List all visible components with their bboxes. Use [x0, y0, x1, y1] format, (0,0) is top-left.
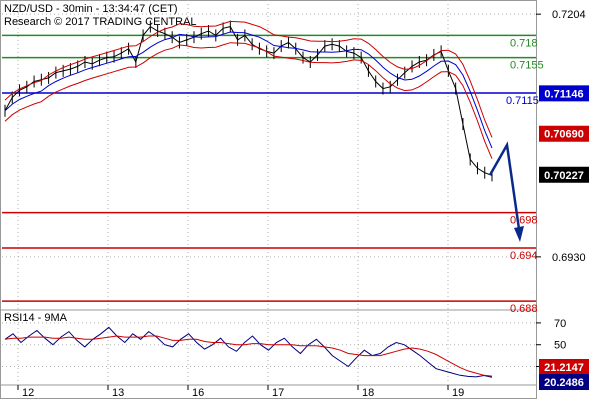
- rsi-title: RSI14 - 9MA: [4, 312, 68, 324]
- x-tick-label: 16: [192, 387, 204, 399]
- price-moving-average: [4, 31, 493, 149]
- rsi-line: [4, 326, 493, 378]
- level-label-support: 0.694: [510, 250, 538, 262]
- x-tick-label: 12: [22, 387, 34, 399]
- chart-copyright: Research © 2017 TRADING CENTRAL: [4, 16, 197, 28]
- price-tick-label: 0.6930: [552, 252, 586, 264]
- rsi-box-label: 20.2486: [544, 377, 584, 389]
- price-box-label: 0.70690: [544, 129, 584, 141]
- rsi-ma-line: [4, 335, 493, 377]
- level-lines: 0.718 0.7155 0.7115 0.698 0.694 0.688: [2, 34, 544, 315]
- x-tick-label: 17: [272, 387, 284, 399]
- price-box: [539, 85, 589, 102]
- level-label-resistance: 0.718: [510, 37, 538, 49]
- x-axis: 12 13 16 17 18 19: [17, 385, 464, 399]
- price-box: [539, 166, 589, 183]
- right-axis: 0.72040.69300.711460.706900.702277050302…: [536, 9, 589, 390]
- rsi-tick-label: 70: [554, 318, 566, 330]
- rsi-box: [539, 359, 589, 375]
- chart-title: NZD/USD - 30min - 13:34:47 (CET): [4, 3, 178, 15]
- level-label-pivot: 0.7115: [506, 95, 539, 107]
- price-box-label: 0.70227: [544, 170, 584, 182]
- price-box-label: 0.71146: [544, 88, 583, 100]
- gridlines: [2, 0, 536, 384]
- price-box: [539, 125, 589, 142]
- price-line: [4, 25, 493, 176]
- price-tick-label: 0.7204: [552, 9, 586, 21]
- level-label-support: 0.688: [510, 303, 538, 315]
- rsi-box: [539, 374, 589, 390]
- rsi-tick-label: 50: [554, 340, 566, 352]
- price-plot: [4, 20, 493, 182]
- level-label-resistance: 0.7155: [510, 60, 544, 72]
- rsi-plot: [4, 326, 493, 378]
- x-tick-label: 19: [452, 387, 464, 399]
- x-tick-label: 13: [112, 387, 124, 399]
- bollinger-lower: [4, 42, 493, 159]
- level-label-support: 0.698: [510, 215, 538, 227]
- forecast-arrow: [488, 141, 524, 242]
- x-tick-label: 18: [362, 387, 374, 399]
- rsi-box-label: 21.2147: [544, 362, 584, 374]
- bollinger-upper: [4, 20, 493, 138]
